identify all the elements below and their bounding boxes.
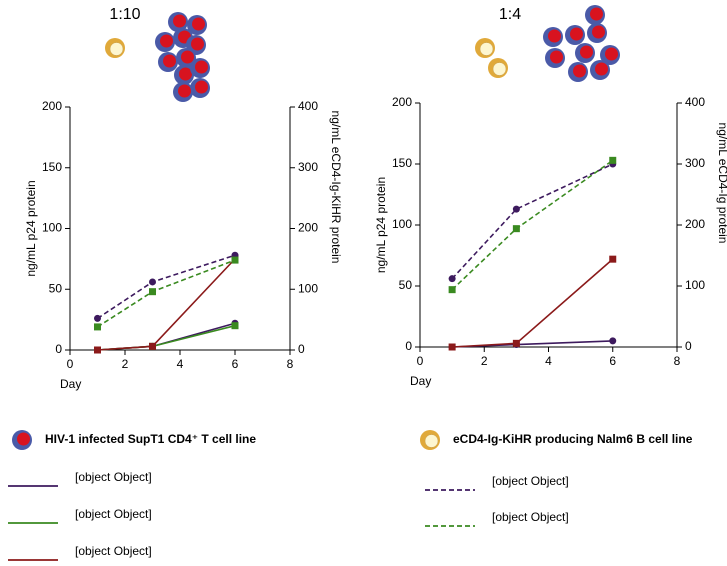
series-line <box>97 322 236 351</box>
legend-icon <box>12 430 32 450</box>
cell-icons <box>104 5 620 102</box>
y2-tick-label: 400 <box>298 99 318 113</box>
point <box>149 288 156 296</box>
y2-tick-label: 200 <box>685 217 705 231</box>
point <box>609 156 617 164</box>
y2-tick-label: 100 <box>685 278 705 292</box>
y-tick-label: 150 <box>392 156 412 170</box>
point <box>512 225 520 233</box>
legend-label: eCD4-Ig-KiHR producing Nalm6 B cell line <box>453 432 693 446</box>
x-tick-label: 4 <box>177 357 184 371</box>
x-axis-label: Day <box>60 377 81 391</box>
y2-tick-label: 100 <box>298 281 318 295</box>
point <box>94 323 101 331</box>
point <box>231 256 239 264</box>
series-line <box>451 159 614 291</box>
y-tick-label: 50 <box>399 278 413 292</box>
y2-tick-label: 200 <box>298 221 318 235</box>
x-tick-label: 0 <box>417 354 424 368</box>
chart-title: 1:4 <box>499 6 521 23</box>
y-axis-label: ng/mL p24 protein <box>24 180 38 276</box>
x-tick-label: 4 <box>545 354 552 368</box>
point <box>448 286 456 294</box>
y-tick-label: 100 <box>42 221 62 235</box>
point <box>512 339 520 347</box>
y-tick-label: 0 <box>55 342 62 356</box>
legend-label: [object Object] <box>75 470 152 484</box>
legend-label: [object Object] <box>75 507 152 521</box>
y2-tick-label: 300 <box>685 156 705 170</box>
x-tick-label: 8 <box>287 357 294 371</box>
y-tick-label: 200 <box>42 99 62 113</box>
legend-label: [object Object] <box>492 510 569 524</box>
y-tick-label: 200 <box>392 95 412 109</box>
point <box>94 314 101 322</box>
legend-label: [object Object] <box>492 474 569 488</box>
y-tick-label: 150 <box>42 160 62 174</box>
y2-tick-label: 300 <box>298 160 318 174</box>
x-tick-label: 0 <box>67 357 74 371</box>
point <box>609 255 617 263</box>
point <box>149 342 156 350</box>
x-axis-label: Day <box>410 374 431 388</box>
y2-tick-label: 0 <box>298 342 305 356</box>
point <box>512 205 520 213</box>
chart-title: 1:10 <box>109 6 140 23</box>
x-tick-label: 8 <box>674 354 681 368</box>
point <box>94 346 101 354</box>
y2-axis-label: ng/mL eCD4-Ig-KiHR protein <box>329 111 343 264</box>
point <box>448 343 456 351</box>
y-tick-label: 100 <box>392 217 412 231</box>
y2-tick-label: 400 <box>685 95 705 109</box>
x-tick-label: 2 <box>122 357 129 371</box>
series-line <box>452 258 614 348</box>
point <box>149 278 156 286</box>
series-line <box>97 254 236 320</box>
y-axis-label: ng/mL p24 protein <box>374 177 388 273</box>
y2-axis-label: ng/mL eCD4-Ig protein <box>716 123 727 244</box>
x-tick-label: 6 <box>609 354 616 368</box>
x-tick-label: 6 <box>232 357 239 371</box>
legend-label: [object Object] <box>75 544 152 558</box>
legend-icon <box>419 429 441 451</box>
x-tick-label: 2 <box>481 354 488 368</box>
series-line <box>451 163 614 280</box>
series-line <box>97 259 236 328</box>
y-tick-label: 0 <box>405 339 412 353</box>
point <box>231 322 239 330</box>
y-tick-label: 50 <box>49 281 63 295</box>
y2-tick-label: 0 <box>685 339 692 353</box>
legend-label: HIV-1 infected SupT1 CD4⁺ T cell line <box>45 432 256 446</box>
point <box>609 337 617 345</box>
point <box>448 275 456 283</box>
